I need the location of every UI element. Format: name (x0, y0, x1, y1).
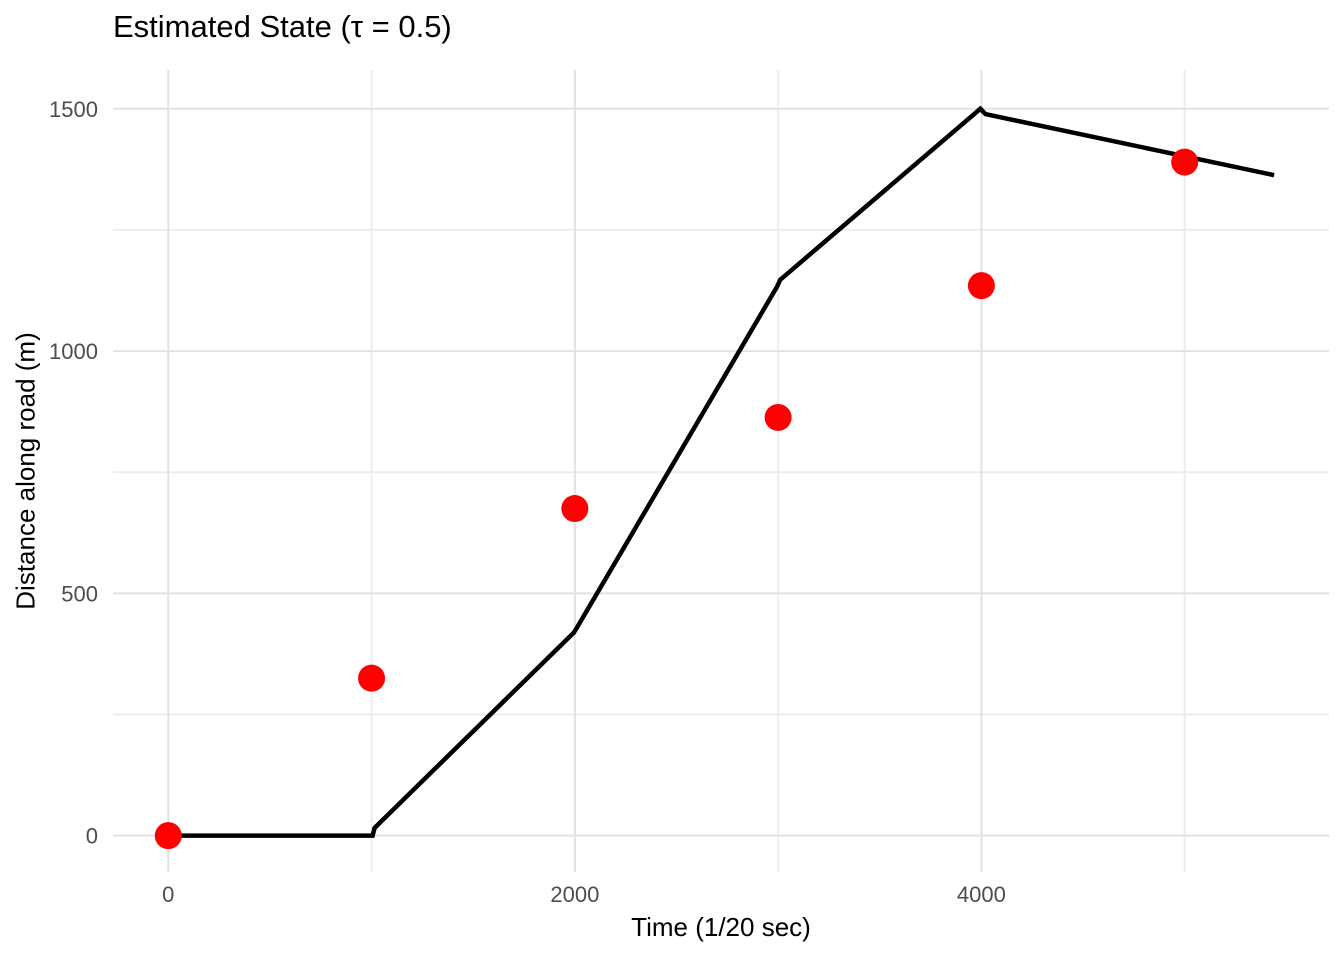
y-tick-label: 500 (61, 581, 98, 606)
y-tick-label: 1500 (49, 97, 98, 122)
y-tick-label: 0 (86, 824, 98, 849)
chart-title: Estimated State (τ = 0.5) (113, 9, 452, 44)
measurement-point (967, 272, 995, 300)
x-axis-title: Time (1/20 sec) (631, 912, 811, 942)
measurement-point (1171, 148, 1199, 176)
measurement-point (358, 664, 386, 692)
x-tick-label: 2000 (550, 882, 599, 907)
measurement-point (764, 403, 792, 431)
x-tick-label: 0 (162, 882, 174, 907)
measurement-point (154, 822, 182, 850)
x-tick-label: 4000 (957, 882, 1006, 907)
y-tick-label: 1000 (49, 339, 98, 364)
measurement-point (561, 495, 589, 523)
estimated-state-line (168, 105, 1275, 838)
